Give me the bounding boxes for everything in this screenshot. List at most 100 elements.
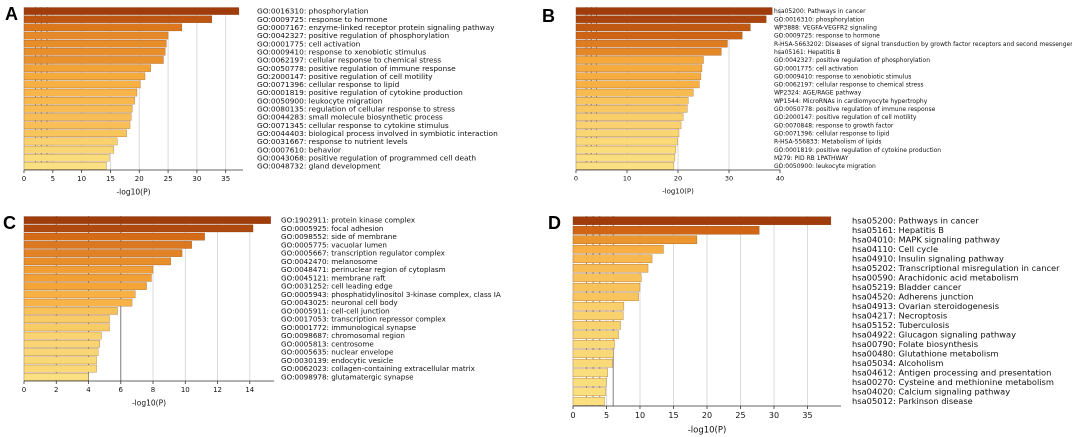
bar — [23, 39, 167, 48]
bar — [23, 7, 240, 15]
term-label: hsa04217: Necroptosis — [852, 311, 947, 321]
bar — [23, 348, 99, 356]
bar — [23, 137, 118, 146]
panel-label: D — [548, 213, 561, 233]
term-label: hsa05202: Transcriptional misregulation … — [852, 263, 1060, 273]
term-label: hsa05034: Alcoholism — [852, 358, 943, 368]
term-label: GO:0016310: phosphorylation — [774, 16, 865, 23]
term-label: GO:0001819: positive regulation of cytok… — [257, 88, 463, 97]
bar — [575, 56, 704, 64]
term-label: GO:0098687: chromosomal region — [281, 331, 405, 340]
term-label: GO:0009725: response to hormone — [257, 15, 388, 24]
term-label: GO:0005667: transcription regulator comp… — [281, 249, 446, 258]
bar — [572, 349, 614, 359]
x-tick-label: 0 — [570, 411, 575, 420]
bar — [575, 137, 678, 146]
x-tick-label: 35 — [221, 175, 230, 183]
term-label: hsa00480: Glutathione metabolism — [852, 349, 999, 359]
x-tick-label: 10 — [635, 411, 645, 420]
bar — [572, 235, 698, 245]
term-label: GO:0005911: cell-cell junction — [281, 306, 390, 315]
term-label: GO:0080135: regulation of cellular respo… — [257, 105, 455, 114]
term-label: GO:2000147: positive regulation of cell … — [257, 72, 433, 81]
x-tick-label: 20 — [674, 175, 682, 183]
term-label: hsa00270: Cysteine and methionine metabo… — [852, 377, 1054, 387]
term-label: GO:0005925: focal adhesion — [281, 224, 383, 233]
term-label: hsa04910: Insulin signaling pathway — [852, 254, 1004, 264]
term-label: GO:0001772: immunological synapse — [281, 323, 417, 332]
bar — [23, 145, 115, 154]
term-label: GO:0098552: side of membrane — [281, 232, 397, 241]
term-label: GO:0031667: response to nutrient levels — [257, 137, 408, 146]
term-label: GO:0062023: collagen-containing extracel… — [281, 364, 476, 373]
term-label: R-HSA-556833: Metabolism of lipids — [774, 139, 882, 146]
bar — [572, 254, 653, 264]
bar — [23, 64, 151, 72]
term-label: GO:0071396: cellular response to lipid — [774, 130, 890, 137]
bar — [23, 356, 97, 365]
bar — [575, 121, 682, 129]
panel-label: A — [5, 4, 18, 24]
panel-label: C — [3, 213, 16, 233]
x-tick-label: 30 — [725, 175, 733, 183]
bar — [572, 330, 619, 340]
bar — [575, 162, 675, 170]
bar — [575, 88, 694, 97]
term-label: hsa04110: Cell cycle — [852, 244, 938, 254]
term-label: GO:0005775: vacuolar lumen — [281, 240, 387, 249]
term-label: GO:0062197: cellular response to chemica… — [774, 82, 923, 89]
term-label: hsa04020: Calcium signaling pathway — [852, 387, 1010, 397]
term-label: M279: PID RB 1PATHWAY — [774, 155, 849, 162]
term-label: hsa05219: Bladder cancer — [852, 282, 962, 292]
bar — [23, 249, 183, 257]
term-label: GO:0007610: behavior — [257, 145, 342, 154]
bar — [23, 232, 205, 241]
term-label: GO:0005635: nuclear envelope — [281, 348, 394, 357]
term-label: WP3888: VEGFA-VEGFR2 signaling — [774, 25, 877, 32]
term-label: GO:0009410: response to xenobiotic stimu… — [257, 47, 426, 56]
term-label: GO:0043025: neuronal cell body — [281, 298, 398, 307]
chart-panel-a: A GO:0016310: phosphorylationGO:0009725: … — [5, 4, 498, 196]
panel-label: B — [542, 6, 555, 26]
bar — [575, 129, 680, 138]
x-tick-label: 25 — [164, 175, 173, 183]
bar — [23, 56, 164, 64]
bar — [575, 154, 676, 162]
x-tick-label: 12 — [213, 386, 222, 394]
term-label: GO:0042327: positive regulation of phosp… — [257, 31, 449, 40]
bar — [572, 263, 649, 273]
bar — [575, 48, 722, 56]
x-tick-label: 10 — [77, 175, 86, 183]
term-label: GO:0044283: small molecule biosynthetic … — [257, 113, 443, 122]
x-tick-label: 20 — [135, 175, 144, 183]
bar — [23, 72, 146, 80]
bar — [23, 48, 166, 56]
bar — [575, 23, 751, 32]
bar — [23, 282, 147, 290]
term-label: GO:0043068: positive regulation of progr… — [257, 153, 476, 162]
bar — [572, 301, 625, 311]
bar — [23, 31, 169, 40]
bar — [23, 88, 138, 97]
term-label: GO:0050900: leukocyte migration — [774, 163, 876, 170]
x-tick-label: 0 — [22, 175, 26, 183]
bar — [23, 97, 135, 105]
bar — [23, 224, 254, 233]
term-label: hsa05012: Parkinson disease — [852, 396, 973, 406]
term-label: hsa04913: Ovarian steroidogenesis — [852, 301, 999, 311]
bar — [575, 97, 689, 105]
x-tick-label: 35 — [802, 411, 812, 420]
term-label: GO:0071345: cellular response to cytokin… — [257, 121, 449, 130]
term-label: GO:0009725: response to hormone — [774, 33, 880, 40]
term-label: hsa00590: Arachidonic acid metabolism — [852, 273, 1019, 283]
x-tick-label: 10 — [181, 386, 190, 394]
bar — [23, 105, 133, 113]
x-tick-label: 6 — [119, 386, 124, 394]
term-label: GO:0050900: leukocyte migration — [257, 96, 383, 105]
term-label: GO:0042327: positive regulation of phosp… — [774, 57, 930, 64]
term-label: GO:0048471: perinuclear region of cytopl… — [281, 265, 446, 274]
bar — [575, 105, 688, 113]
bar — [23, 113, 132, 121]
